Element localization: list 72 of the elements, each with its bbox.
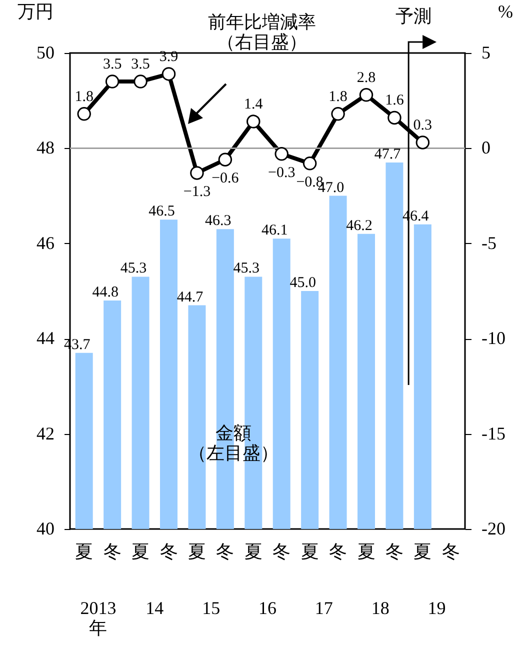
text: 19 bbox=[428, 598, 446, 618]
x-tick-label: 冬 bbox=[329, 542, 348, 562]
y-tick-label: 40 bbox=[36, 518, 54, 538]
y2-tick-label: 5 bbox=[482, 42, 490, 62]
x-tick-label: 冬 bbox=[103, 542, 122, 562]
data-label: −0.3 bbox=[268, 164, 296, 181]
text: 予測 bbox=[396, 6, 432, 26]
data-label: 3.5 bbox=[102, 56, 122, 73]
data-label: 0.3 bbox=[413, 117, 432, 134]
data-label: 47.7 bbox=[374, 146, 402, 162]
data-label: 46.2 bbox=[346, 218, 372, 234]
point bbox=[162, 67, 176, 81]
data-label: −1.3 bbox=[183, 184, 211, 200]
point bbox=[388, 110, 402, 125]
y-tick-label: 42 bbox=[36, 423, 54, 444]
point bbox=[331, 107, 345, 121]
text: 2013 年 bbox=[80, 598, 116, 638]
data-label: 45.3 bbox=[233, 260, 260, 277]
y-tick-label: 50 bbox=[36, 42, 54, 62]
y2-tick-label: -20 bbox=[482, 518, 506, 538]
point bbox=[77, 107, 91, 121]
x-tick-label: 冬 bbox=[442, 542, 460, 562]
data-label: 46.5 bbox=[148, 204, 175, 220]
data-label: 46.1 bbox=[261, 222, 288, 239]
point bbox=[274, 147, 288, 161]
y-tick-label: 46 bbox=[36, 232, 54, 253]
point bbox=[105, 74, 120, 88]
text: 前年比増減率（右目盛） bbox=[208, 12, 316, 52]
data-label: 46.3 bbox=[205, 213, 232, 230]
y-tick-label: 44 bbox=[36, 328, 54, 348]
y-axis-title: 万円 bbox=[18, 2, 54, 22]
text: 17 bbox=[314, 598, 333, 618]
series-label: 金額（左目盛） bbox=[188, 423, 279, 463]
x-tick-label: 冬 bbox=[160, 542, 178, 562]
point bbox=[134, 74, 148, 88]
point bbox=[416, 136, 430, 150]
y-tick-label: 48 bbox=[36, 138, 54, 158]
x-tick-label: 夏 bbox=[244, 542, 262, 562]
point bbox=[190, 166, 204, 180]
point bbox=[246, 114, 260, 128]
point bbox=[302, 156, 317, 170]
data-label: 45.0 bbox=[290, 275, 316, 291]
point bbox=[218, 152, 232, 166]
y2-tick-label: -10 bbox=[482, 328, 506, 348]
data-label: 1.8 bbox=[328, 88, 348, 105]
text: 16 bbox=[258, 598, 276, 618]
point bbox=[359, 88, 374, 102]
x-tick-label: 冬 bbox=[216, 542, 234, 562]
x-tick-label: 夏 bbox=[300, 542, 319, 562]
data-label: 1.8 bbox=[74, 88, 94, 105]
data-label: −0.6 bbox=[212, 170, 240, 187]
data-label: 44.7 bbox=[176, 289, 204, 306]
text: 14 bbox=[146, 598, 164, 618]
y2-axis-title: % bbox=[498, 2, 513, 22]
data-label: 44.8 bbox=[92, 284, 118, 301]
data-label: 45.3 bbox=[120, 260, 147, 277]
x-tick-label: 冬 bbox=[385, 542, 404, 562]
x-tick-label: 夏 bbox=[75, 542, 94, 562]
x-tick-label: 夏 bbox=[132, 542, 150, 562]
y2-tick-label: 0 bbox=[482, 138, 490, 158]
x-tick-label: 夏 bbox=[357, 542, 376, 562]
x-tick-label: 夏 bbox=[188, 542, 206, 562]
text: 15 bbox=[202, 598, 220, 618]
y2-tick-label: -15 bbox=[482, 423, 506, 444]
data-label: 1.6 bbox=[385, 92, 404, 109]
data-label: 1.4 bbox=[244, 96, 264, 113]
data-label: 2.8 bbox=[356, 70, 376, 86]
text: 18 bbox=[371, 598, 390, 618]
x-tick-label: 夏 bbox=[414, 542, 432, 562]
x-tick-label: 冬 bbox=[272, 542, 291, 562]
data-label: 3.5 bbox=[131, 56, 150, 73]
y2-tick-label: -5 bbox=[482, 232, 496, 253]
